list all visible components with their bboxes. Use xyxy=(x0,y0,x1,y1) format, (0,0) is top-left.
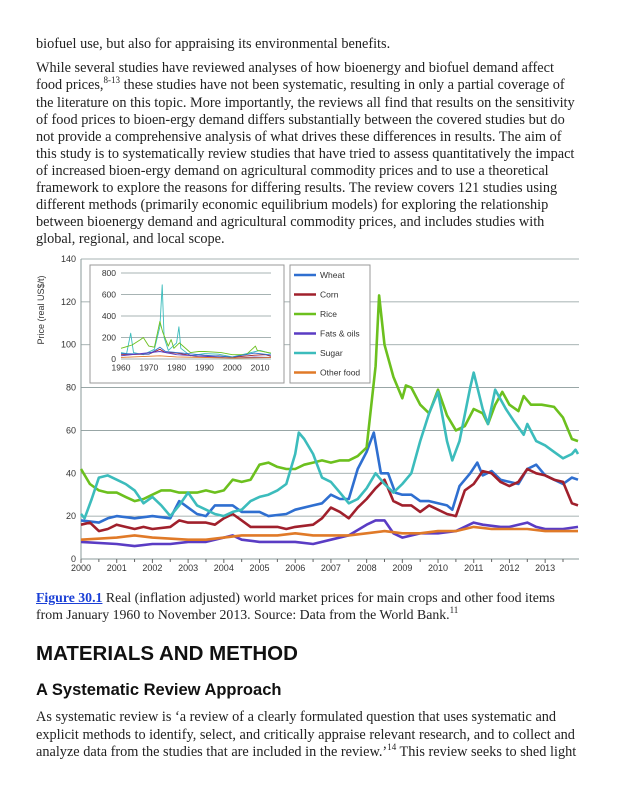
text-line: analyze data from the studies that are i… xyxy=(36,742,577,761)
x-tick-label: 2011 xyxy=(464,563,483,573)
x-tick-label: 2003 xyxy=(178,563,198,573)
x-tick-label: 2000 xyxy=(223,363,242,373)
text-line: As systematic review is ‘a review of a c… xyxy=(36,709,557,725)
legend-label: Other food xyxy=(320,368,360,378)
y-tick-label: 400 xyxy=(102,311,116,321)
x-tick-label: 2008 xyxy=(357,563,377,573)
legend-label: Sugar xyxy=(320,348,343,358)
series-line-fats-oils xyxy=(120,351,271,359)
y-tick-label: 140 xyxy=(61,254,76,264)
text-line: While several studies have reviewed anal… xyxy=(36,60,554,76)
series-line-rice xyxy=(120,320,271,356)
figure-caption-line2: from January 1960 to November 2013. Sour… xyxy=(36,606,458,623)
y-tick-label: 80 xyxy=(66,383,76,393)
text-span: food prices, xyxy=(36,77,104,93)
x-tick-label: 2002 xyxy=(142,563,162,573)
series-line-corn xyxy=(80,467,579,533)
text-line: the literature on this topic. More impor… xyxy=(36,94,575,111)
text-line: of increased bioen-ergy demand on agricu… xyxy=(36,162,549,179)
text-line: this study is to systematically review s… xyxy=(36,145,575,162)
x-tick-label: 2010 xyxy=(251,363,270,373)
x-tick-label: 2004 xyxy=(214,563,234,573)
text-span: This review seeks to shed light xyxy=(396,744,577,760)
y-tick-label: 800 xyxy=(102,268,116,278)
figure-link[interactable]: Figure 30.1 xyxy=(36,590,103,605)
y-tick-label: 120 xyxy=(61,297,76,307)
series-line-other-food xyxy=(120,355,271,359)
text-line: between bioenergy demand and agricultura… xyxy=(36,213,545,230)
figure-caption: Figure 30.1 Real (inflation adjusted) wo… xyxy=(36,589,555,606)
series-line-wheat xyxy=(80,431,579,524)
y-tick-label: 60 xyxy=(66,425,76,435)
text-line: different methods (primarily economic eq… xyxy=(36,196,549,213)
legend-box xyxy=(289,264,371,384)
text-line: not provide a comprehensive analysis of … xyxy=(36,128,562,145)
y-tick-label: 0 xyxy=(111,354,116,364)
series-line-rice xyxy=(79,294,579,503)
text-line: global, regional, and local scope. xyxy=(36,230,225,247)
series-line-fats-oils xyxy=(80,519,579,548)
section-heading: MATERIALS AND METHOD xyxy=(36,642,298,665)
legend-label: Corn xyxy=(320,290,339,300)
citation: 11 xyxy=(449,605,459,615)
y-tick-label: 100 xyxy=(61,340,76,350)
subsection-heading: A Systematic Review Approach xyxy=(36,681,282,699)
y-tick-label: 0 xyxy=(71,554,76,564)
x-tick-label: 2000 xyxy=(71,563,91,573)
text-line: framework to explore the reasons for dif… xyxy=(36,179,558,196)
series-line-sugar xyxy=(120,284,272,358)
x-tick-label: 2010 xyxy=(428,563,448,573)
text-span: these studies have not been systematic, … xyxy=(120,77,565,93)
series-line-sugar xyxy=(80,371,580,520)
caption-text: from January 1960 to November 2013. Sour… xyxy=(36,607,450,622)
y-tick-label: 600 xyxy=(102,290,116,300)
x-tick-label: 1960 xyxy=(112,363,131,373)
caption-text: Real (inflation adjusted) world market p… xyxy=(102,590,555,605)
y-tick-label: 40 xyxy=(66,468,76,478)
x-tick-label: 2005 xyxy=(250,563,270,573)
x-tick-label: 2013 xyxy=(535,563,555,573)
x-tick-label: 1970 xyxy=(139,363,158,373)
x-tick-label: 2006 xyxy=(285,563,305,573)
x-tick-label: 1980 xyxy=(167,363,186,373)
x-tick-label: 2009 xyxy=(392,563,412,573)
x-tick-label: 2001 xyxy=(107,563,127,573)
series-line-other-food xyxy=(80,525,578,541)
x-tick-label: 1990 xyxy=(195,363,214,373)
citation: 8-13 xyxy=(103,75,121,85)
citation: 14 xyxy=(387,742,397,752)
text-line: of food prices to bioen-ergy demand diff… xyxy=(36,111,565,128)
text-span: analyze data from the studies that are i… xyxy=(36,744,388,760)
y-axis-label: Price (real US$/t) xyxy=(36,275,46,344)
inset-box xyxy=(89,264,285,384)
x-tick-label: 2012 xyxy=(499,563,519,573)
legend-label: Fats & oils xyxy=(320,329,360,339)
y-tick-label: 200 xyxy=(102,333,116,343)
legend-label: Rice xyxy=(320,309,337,319)
x-tick-label: 2007 xyxy=(321,563,341,573)
intro-line: biofuel use, but also for appraising its… xyxy=(36,36,391,52)
text-line: food prices,8-13 these studies have not … xyxy=(36,75,565,94)
legend-label: Wheat xyxy=(320,270,345,280)
y-tick-label: 20 xyxy=(66,511,76,521)
text-line: explicit methods to identify, select, an… xyxy=(36,726,575,743)
